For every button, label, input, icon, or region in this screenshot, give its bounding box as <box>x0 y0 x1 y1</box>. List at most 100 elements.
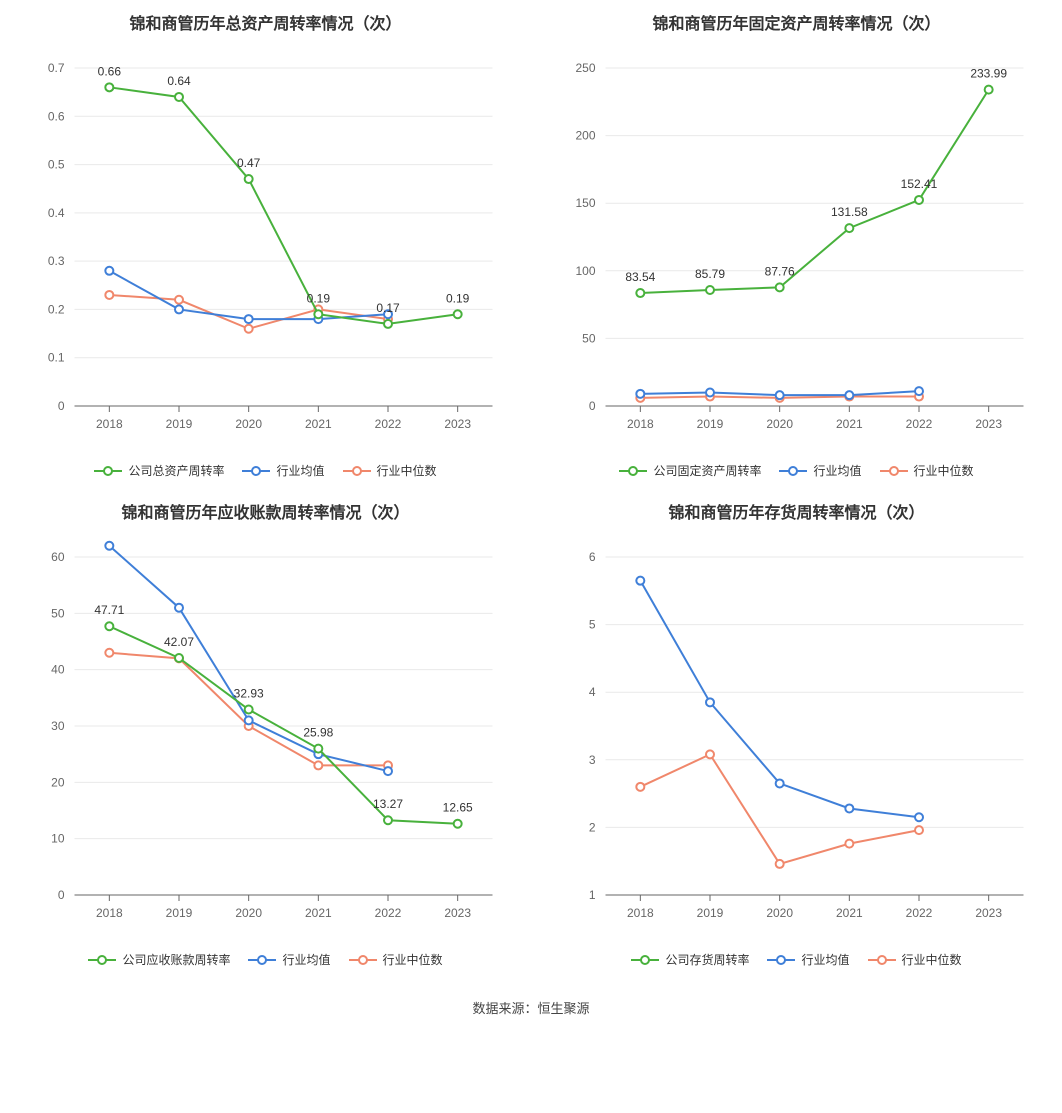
legend: 公司总资产周转率 行业均值 行业中位数 <box>20 462 511 479</box>
data-label: 32.93 <box>234 686 264 700</box>
chart-panel-total_asset: 锦和商管历年总资产周转率情况（次）00.10.20.30.40.50.60.72… <box>0 0 531 489</box>
data-label: 42.07 <box>164 635 194 649</box>
x-tick-label: 2022 <box>375 417 402 431</box>
y-tick-label: 10 <box>51 832 65 846</box>
y-tick-label: 2 <box>589 820 596 834</box>
y-tick-label: 4 <box>589 685 596 699</box>
legend-label: 行业中位数 <box>383 951 443 968</box>
y-tick-label: 1 <box>589 888 596 902</box>
series-marker-median <box>706 750 714 758</box>
chart-area: 00.10.20.30.40.50.60.7201820192020202120… <box>20 44 511 444</box>
y-tick-label: 250 <box>575 61 595 75</box>
x-tick-label: 2021 <box>305 906 332 920</box>
legend-label: 行业均值 <box>282 951 330 968</box>
series-marker-median <box>245 325 253 333</box>
data-label: 0.19 <box>446 291 470 305</box>
y-tick-label: 40 <box>51 663 65 677</box>
chart-panel-receivables: 锦和商管历年应收账款周转率情况（次）0102030405060201820192… <box>0 489 531 978</box>
x-tick-label: 2021 <box>836 906 863 920</box>
legend-item-company[interactable]: 公司存货周转率 <box>631 951 749 968</box>
y-tick-label: 20 <box>51 775 65 789</box>
x-tick-label: 2019 <box>697 417 724 431</box>
legend-label: 公司应收账款周转率 <box>122 951 230 968</box>
data-label: 152.41 <box>901 177 938 191</box>
y-tick-label: 60 <box>51 550 65 564</box>
legend-item-company[interactable]: 公司总资产周转率 <box>94 462 224 479</box>
series-line-median <box>640 754 919 864</box>
legend-item-avg[interactable]: 行业均值 <box>767 951 849 968</box>
y-tick-label: 30 <box>51 719 65 733</box>
legend-item-median[interactable]: 行业中位数 <box>880 462 974 479</box>
data-label: 233.99 <box>970 67 1007 81</box>
series-marker-company <box>314 310 322 318</box>
chart-title: 锦和商管历年应收账款周转率情况（次） <box>20 499 511 523</box>
y-tick-label: 0.1 <box>48 351 65 365</box>
series-marker-company <box>454 310 462 318</box>
data-label: 25.98 <box>303 726 333 740</box>
series-marker-avg <box>776 391 784 399</box>
series-marker-avg <box>105 542 113 550</box>
legend-label: 公司存货周转率 <box>665 951 749 968</box>
x-tick-label: 2023 <box>444 906 471 920</box>
series-marker-company <box>985 86 993 94</box>
legend-label: 行业均值 <box>276 462 324 479</box>
legend-item-median[interactable]: 行业中位数 <box>868 951 962 968</box>
x-tick-label: 2019 <box>166 906 193 920</box>
x-tick-label: 2020 <box>235 906 262 920</box>
series-marker-median <box>776 860 784 868</box>
series-marker-median <box>105 291 113 299</box>
legend-item-median[interactable]: 行业中位数 <box>349 951 443 968</box>
series-marker-company <box>706 286 714 294</box>
legend-item-avg[interactable]: 行业均值 <box>248 951 330 968</box>
y-tick-label: 0.7 <box>48 61 65 75</box>
series-marker-avg <box>706 388 714 396</box>
series-marker-company <box>845 224 853 232</box>
series-marker-avg <box>915 387 923 395</box>
chart-title: 锦和商管历年存货周转率情况（次） <box>551 499 1042 523</box>
series-line-avg <box>109 546 388 771</box>
x-tick-label: 2023 <box>444 417 471 431</box>
x-tick-label: 2020 <box>766 417 793 431</box>
data-source-footer: 数据来源：恒生聚源 <box>0 998 1062 1017</box>
y-tick-label: 3 <box>589 753 596 767</box>
y-tick-label: 0.6 <box>48 109 65 123</box>
series-marker-company <box>776 283 784 291</box>
series-line-company <box>109 626 457 824</box>
y-tick-label: 0.3 <box>48 254 65 268</box>
y-tick-label: 0.2 <box>48 302 65 316</box>
x-tick-label: 2018 <box>627 417 654 431</box>
legend-label: 公司固定资产周转率 <box>653 462 761 479</box>
y-tick-label: 50 <box>51 606 65 620</box>
y-tick-label: 6 <box>589 550 596 564</box>
legend-label: 行业均值 <box>813 462 861 479</box>
y-tick-label: 150 <box>575 196 595 210</box>
series-marker-median <box>845 840 853 848</box>
x-tick-label: 2019 <box>697 906 724 920</box>
series-marker-avg <box>915 813 923 821</box>
series-marker-median <box>105 649 113 657</box>
series-line-company <box>640 90 988 293</box>
data-label: 87.76 <box>765 264 795 278</box>
chart-area: 010203040506020182019202020212022202347.… <box>20 533 511 933</box>
legend-label: 行业均值 <box>801 951 849 968</box>
x-tick-label: 2019 <box>166 417 193 431</box>
x-tick-label: 2021 <box>305 417 332 431</box>
series-marker-company <box>105 83 113 91</box>
legend-label: 行业中位数 <box>914 462 974 479</box>
data-label: 0.17 <box>376 301 400 315</box>
data-label: 0.64 <box>167 74 191 88</box>
legend-item-company[interactable]: 公司应收账款周转率 <box>88 951 230 968</box>
y-tick-label: 0 <box>58 399 65 413</box>
x-tick-label: 2020 <box>766 906 793 920</box>
legend-item-median[interactable]: 行业中位数 <box>343 462 437 479</box>
legend-item-avg[interactable]: 行业均值 <box>779 462 861 479</box>
series-marker-company <box>384 320 392 328</box>
x-tick-label: 2022 <box>375 906 402 920</box>
y-tick-label: 0.4 <box>48 206 65 220</box>
x-tick-label: 2018 <box>627 906 654 920</box>
legend-item-company[interactable]: 公司固定资产周转率 <box>619 462 761 479</box>
data-label: 12.65 <box>443 801 473 815</box>
chart-title: 锦和商管历年固定资产周转率情况（次） <box>551 10 1042 34</box>
legend-item-avg[interactable]: 行业均值 <box>242 462 324 479</box>
legend: 公司固定资产周转率 行业均值 行业中位数 <box>551 462 1042 479</box>
